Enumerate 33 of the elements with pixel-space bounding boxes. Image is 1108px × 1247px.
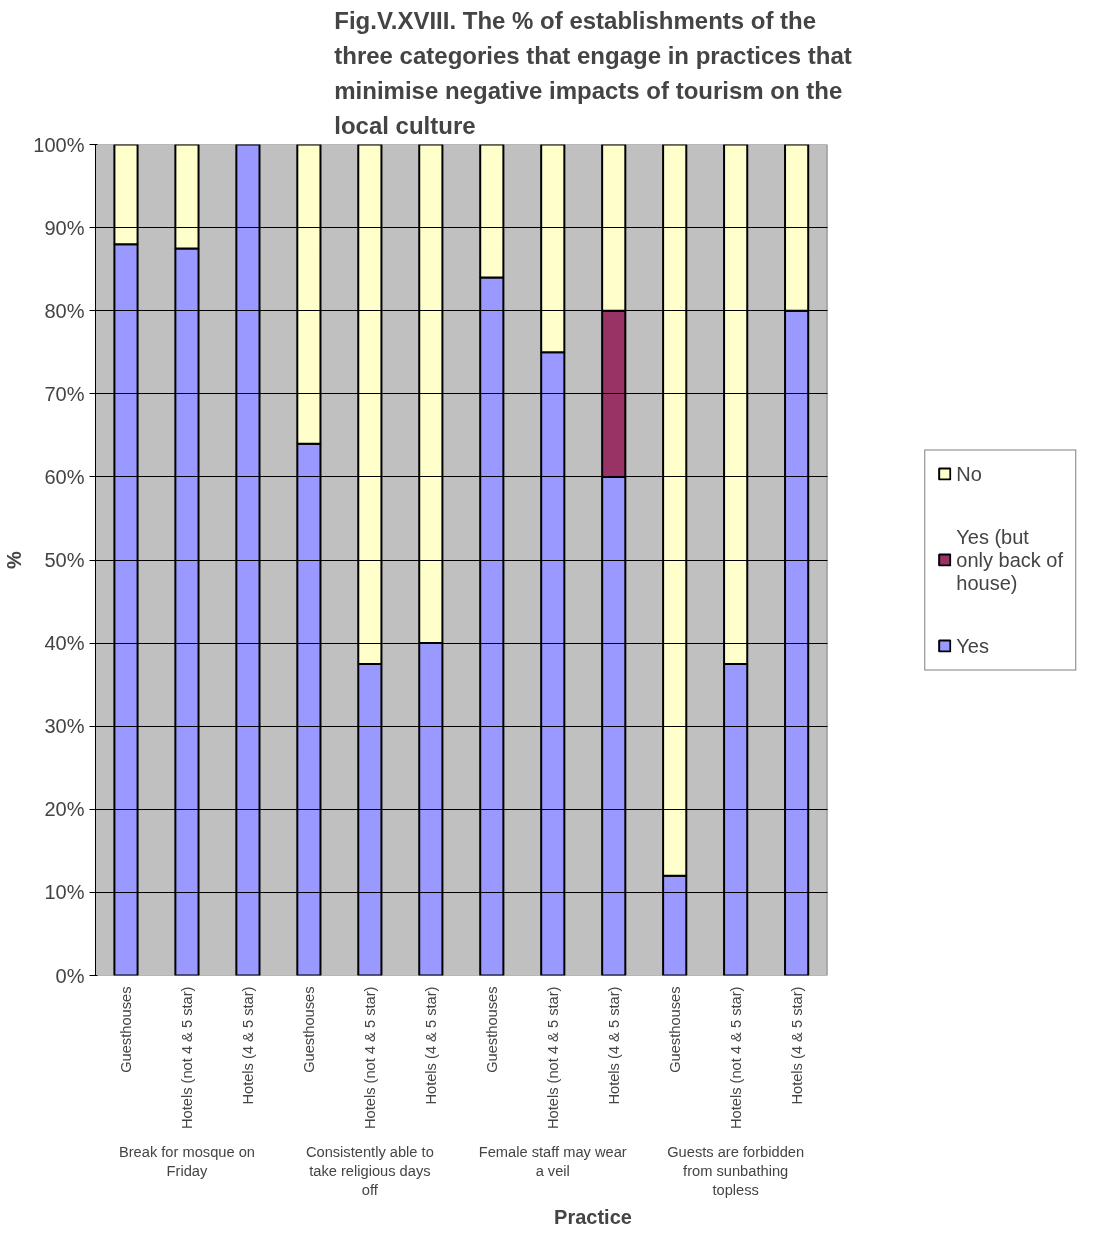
text: Break for mosque on Friday (118, 1143, 255, 1179)
y-tick-label: 100% (33, 133, 85, 156)
x-tick-label: Hotels (not 4 & 5 star) (178, 986, 195, 1130)
y-tick-label: 90% (44, 216, 85, 239)
text: Guests are forbidden from sunbathing topless (667, 1143, 805, 1198)
x-tick-label: Guesthouses (483, 986, 500, 1073)
x-tick-label: Guesthouses (300, 986, 317, 1073)
chart-title: Fig.V.XVIII. The % of establishments of the three categories that engage in practices that minimise negative impacts of tourism on the local culture (334, 7, 852, 140)
y-tick-label: 0% (55, 964, 85, 987)
y-axis-title: % (3, 550, 26, 569)
x-axis-title: Practice (554, 1205, 632, 1228)
x-tick-label: Hotels (4 & 5 star) (788, 986, 805, 1105)
x-tick-label: Hotels (4 & 5 star) (422, 986, 439, 1105)
y-tick-label: 20% (44, 798, 85, 821)
y-tick-label: 80% (44, 299, 85, 322)
legend-label: Yes (but only back of house) (956, 525, 1063, 594)
x-tick-label: Guesthouses (666, 986, 683, 1073)
x-tick-label: Hotels (not 4 & 5 star) (727, 986, 744, 1130)
x-tick-label: Guesthouses (117, 986, 134, 1073)
legend-label: No (956, 462, 982, 485)
y-tick-label: 50% (44, 549, 85, 571)
x-tick-label: Hotels (not 4 & 5 star) (361, 986, 378, 1130)
text: Female staff may wear a veil (478, 1143, 627, 1179)
legend-label: Yes (956, 634, 989, 657)
y-tick-label: 60% (44, 465, 85, 488)
y-tick-label: 40% (44, 632, 85, 655)
y-tick-label: 70% (44, 382, 85, 405)
y-tick-label: 30% (44, 715, 85, 738)
x-tick-label: Hotels (4 & 5 star) (605, 986, 622, 1105)
y-tick-label: 10% (44, 881, 85, 904)
x-tick-label: Hotels (not 4 & 5 star) (544, 986, 561, 1130)
text: Consistently able to take religious days off (305, 1143, 434, 1198)
x-tick-label: Hotels (4 & 5 star) (239, 986, 256, 1105)
